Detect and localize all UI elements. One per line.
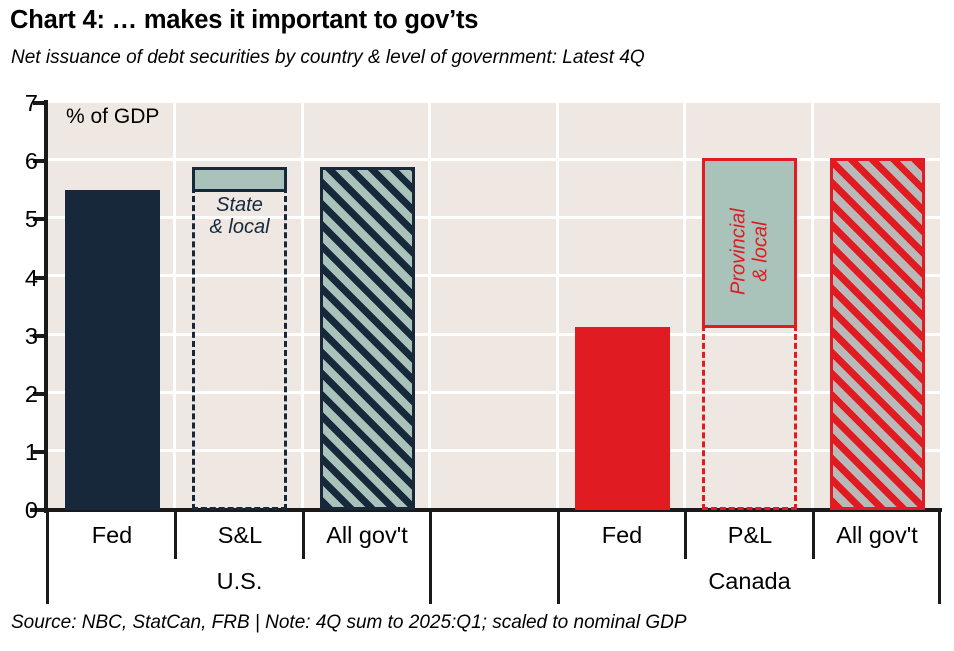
y-axis-label-2: 2 [24, 381, 38, 407]
gridline-y-6 [48, 158, 940, 161]
bar-canada-provincial-local-segment [702, 158, 797, 328]
gridline-x-6 [811, 103, 814, 510]
y-axis-label-7: 7 [24, 90, 38, 116]
category-label-spacer [431, 512, 559, 559]
y-axis-label-4: 4 [24, 265, 38, 291]
y-axis-label-3: 3 [24, 323, 38, 349]
y-axis-label-1: 1 [24, 439, 38, 465]
category-separator-right-edge [938, 512, 941, 604]
bar-canada-provincial-local-base [702, 325, 797, 510]
y-axis-line [44, 100, 48, 513]
gridline-y-4 [48, 274, 940, 277]
gridline-y-2 [48, 391, 940, 394]
gridline-x-3 [428, 103, 431, 510]
bar-us-state-local-segment [192, 167, 287, 192]
bar-us-fed [65, 190, 160, 510]
bar-us-state-local-base [192, 187, 287, 510]
x-axis-line [30, 508, 942, 512]
y-axis-tick-2 [33, 392, 48, 396]
bar-us-all-government [320, 167, 415, 510]
bar-canada-all-government [830, 158, 925, 510]
category-label-canada-all-gov: All gov't [836, 522, 918, 548]
category-label-us-sl: S&L [217, 522, 263, 548]
category-label-us-all-gov: All gov't [326, 522, 408, 548]
category-separator-3 [429, 512, 432, 604]
gridline-y-1 [48, 449, 940, 452]
category-separator-6 [812, 512, 815, 559]
gridline-x-5 [683, 103, 686, 510]
chart-title: Chart 4: … makes it important to gov’ts [10, 6, 479, 34]
gridline-y-5 [48, 216, 940, 219]
y-axis-label-6: 6 [24, 148, 38, 174]
gridline-y-3 [48, 333, 940, 336]
y-axis-tick-1 [33, 450, 48, 454]
gridline-x-1 [173, 103, 176, 510]
gridline-x-2 [301, 103, 304, 510]
y-axis-tick-6 [33, 159, 48, 163]
y-axis-tick-3 [33, 334, 48, 338]
category-label-canada-pl: P&L [727, 522, 773, 548]
axis-unit-note: % of GDP [66, 105, 160, 128]
category-separator-2 [302, 512, 305, 559]
category-separator-4 [557, 512, 560, 604]
group-label-us: U.S. [216, 568, 263, 594]
category-label-canada-fed: Fed [601, 522, 643, 548]
category-separator-1 [174, 512, 177, 559]
category-label-us-fed: Fed [91, 522, 133, 548]
y-axis-tick-5 [33, 217, 48, 221]
group-label-canada: Canada [708, 568, 791, 594]
y-axis-tick-7 [33, 101, 48, 105]
chart-subtitle: Net issuance of debt securities by count… [11, 47, 645, 68]
bar-canada-fed [575, 327, 670, 510]
y-axis-label-5: 5 [24, 206, 38, 232]
gridline-x-4 [556, 103, 559, 510]
y-axis-tick-4 [33, 276, 48, 280]
source-note: Source: NBC, StatCan, FRB | Note: 4Q sum… [11, 612, 687, 633]
y-axis-label-0: 0 [24, 497, 38, 523]
plot-area [48, 103, 940, 510]
category-separator-left-edge [46, 512, 49, 604]
category-separator-5 [684, 512, 687, 559]
